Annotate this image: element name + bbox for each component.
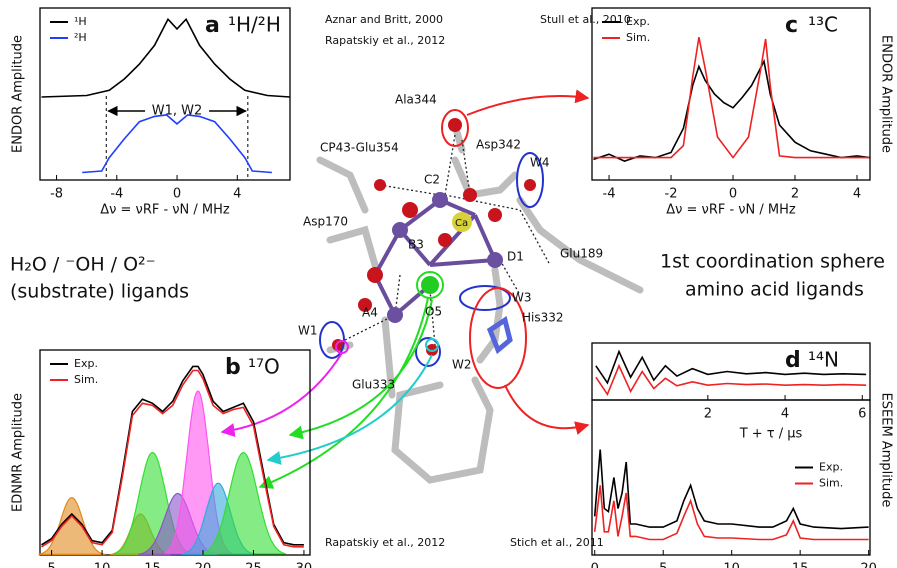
residue-label: His332	[522, 311, 564, 325]
citation: Rapatskiy et al., 2012	[325, 536, 445, 549]
arrows	[220, 89, 590, 489]
x-tick-label: 5	[659, 562, 667, 568]
water-label: W1	[298, 324, 318, 338]
residue-label: Glu189	[560, 247, 603, 261]
legend-label: Sim.	[819, 477, 843, 490]
x-tick-label: 2	[791, 187, 799, 202]
series-line	[593, 449, 869, 530]
legend-label: ¹H	[74, 15, 87, 28]
x-tick-label: -8	[50, 187, 63, 202]
caption: (substrate) ligands	[10, 281, 189, 303]
series-line	[595, 363, 867, 396]
x-tick-label: 6	[858, 407, 866, 422]
x-tick-label: 4	[853, 187, 861, 202]
atom-label: Ca	[455, 218, 468, 229]
x-tick-label: -2	[665, 187, 678, 202]
x-tick-label: -4	[110, 187, 123, 202]
legend-label: Sim.	[626, 31, 650, 44]
panel-letter: c	[785, 13, 798, 38]
series-line	[82, 114, 272, 174]
citation: Stull et al., 2010	[540, 13, 631, 26]
series-line	[595, 349, 867, 385]
component-peak	[200, 451, 286, 555]
x-tick-label: 30	[296, 562, 313, 568]
atom-label: A4	[362, 306, 378, 320]
plot-frame	[591, 399, 871, 556]
x-tick-label: 25	[245, 562, 262, 568]
component-peak	[38, 496, 106, 555]
x-tick-label: -4	[603, 187, 616, 202]
panel-letter: d	[785, 348, 801, 373]
residue-label: Ala344	[395, 93, 437, 107]
series-line	[41, 369, 304, 548]
panel-nucleus: ¹⁷O	[248, 355, 280, 379]
atom-label: D1	[507, 250, 524, 264]
x-axis-label: Δν = νRF - νN / MHz	[100, 203, 230, 218]
legend-label: Sim.	[74, 373, 98, 386]
residue-label: Asp342	[476, 138, 521, 152]
x-tick-label: 0	[173, 187, 181, 202]
x-tick-label: 20	[195, 562, 212, 568]
legend-label: Exp.	[819, 461, 843, 474]
citation: Rapatskiy et al., 2012	[325, 34, 445, 47]
caption: H₂O / ⁻OH / O²⁻	[10, 254, 156, 276]
caption: 1st coordination sphere	[660, 251, 885, 273]
x-axis-label: Δν = νRF - νN / MHz	[666, 203, 796, 218]
panel-nucleus: ¹H/²H	[228, 13, 281, 37]
y-axis-label: ENDOR Amplitude	[879, 35, 894, 153]
x-tick-label: 10	[723, 562, 740, 568]
y-axis-label: ESEEM Amplitude	[879, 393, 894, 508]
y-axis-label: ENDOR Amplitude	[11, 35, 26, 153]
plot-frame	[39, 349, 311, 556]
legend-label: ²H	[74, 31, 87, 44]
series-line	[593, 37, 870, 159]
caption: amino acid ligands	[685, 279, 864, 301]
panel-nucleus: ¹⁴N	[808, 348, 839, 372]
residue-label: Asp170	[303, 215, 348, 229]
x-tick-label: 15	[144, 562, 161, 568]
legend-label: Exp.	[74, 357, 98, 370]
structure-labels: Ala344 Asp342 CP43-Glu354 C2 Ca Asp170 B…	[298, 93, 603, 392]
x-tick-label: 2	[704, 407, 712, 422]
x-tick-label: 15	[792, 562, 809, 568]
x-tick-label: 0	[591, 562, 599, 568]
citation: Aznar and Britt, 2000	[325, 13, 443, 26]
x-tick-label: 4	[781, 407, 789, 422]
x-tick-label: 0	[729, 187, 737, 202]
residue-label: CP43-Glu354	[320, 141, 399, 155]
x-tick-label: 4	[233, 187, 241, 202]
water-label: W4	[530, 156, 550, 170]
x-tick-label: 5	[47, 562, 55, 568]
residue-label: Glu333	[352, 378, 395, 392]
x-tick-label: 10	[94, 562, 111, 568]
citation: Stich et al., 2011	[510, 536, 604, 549]
water-label: W2	[452, 358, 472, 372]
series-line	[41, 17, 291, 98]
water-label: W3	[512, 291, 532, 305]
x-axis-label: T + τ / μs	[739, 427, 803, 442]
y-axis-label: EDNMR Amplitude	[11, 393, 26, 512]
panel-letter: b	[225, 355, 241, 380]
structure	[316, 109, 644, 484]
legend-label: Exp.	[626, 15, 650, 28]
series-line	[593, 485, 869, 541]
plot-frame	[39, 7, 291, 181]
panel-letter: a	[205, 13, 220, 38]
atom-label: B3	[408, 238, 424, 252]
x-tick-label: 20	[860, 562, 877, 568]
series-line	[593, 58, 870, 162]
panel-nucleus: ¹³C	[808, 13, 838, 37]
atom-label: O5	[425, 305, 442, 319]
plot-frame	[591, 7, 871, 181]
atom-label: C2	[424, 173, 440, 187]
